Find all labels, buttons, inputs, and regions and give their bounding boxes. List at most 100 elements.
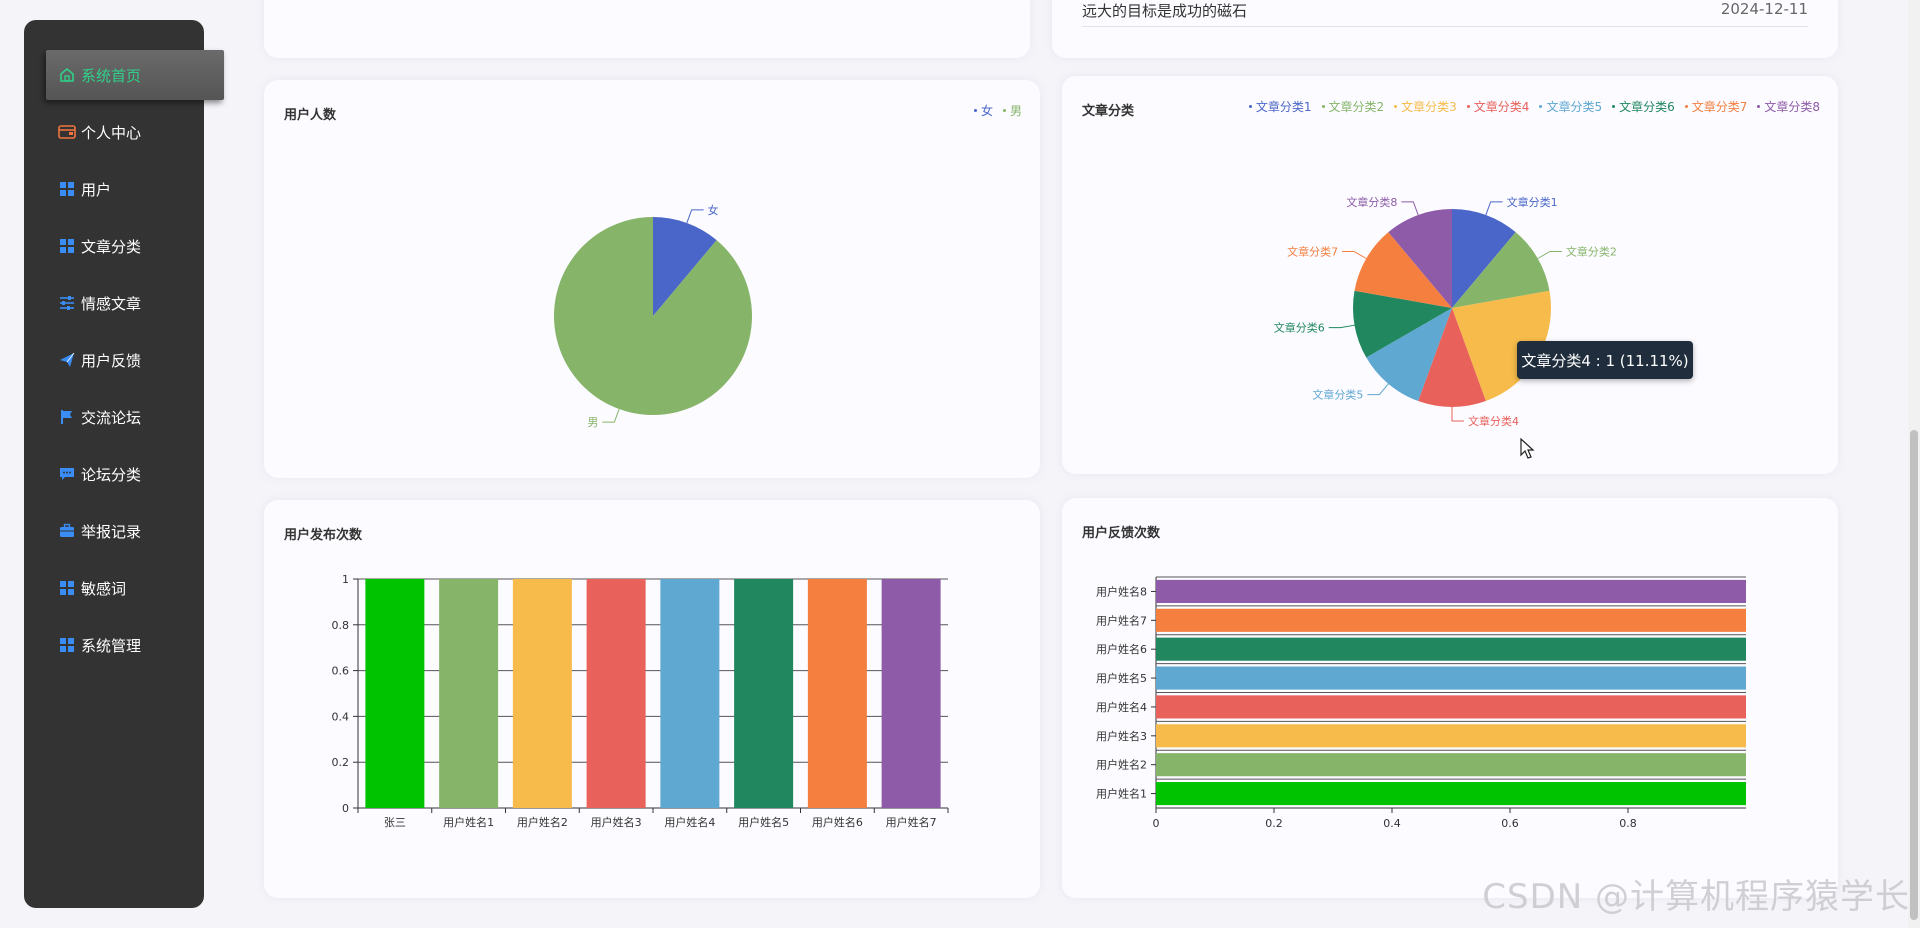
y-tick-label: 0.4 [332, 710, 350, 723]
sidebar-item-6[interactable]: 用户反馈 [24, 335, 204, 385]
sidebar-item-10[interactable]: 敏感词 [24, 563, 204, 613]
sidebar-item-label: 举报记录 [81, 522, 142, 541]
bar[interactable] [365, 579, 425, 808]
pie-label-line [1328, 324, 1355, 329]
pie-slice[interactable] [1452, 209, 1516, 308]
paper-plane-icon [58, 351, 76, 369]
news-item[interactable]: 远大的目标是成功的磁石 2024-12-11 [1082, 0, 1808, 27]
sidebar-item-label: 论坛分类 [81, 465, 142, 484]
news-date: 2024-12-11 [1720, 0, 1808, 18]
legend-item[interactable]: 文章分类2 [1321, 98, 1385, 115]
top-right-panel [1052, 0, 1838, 58]
sidebar-item-label: 交流论坛 [81, 408, 142, 427]
legend-label: 男 [1009, 104, 1022, 118]
legend-item[interactable]: 文章分类8 [1757, 98, 1820, 115]
sidebar-item-9[interactable]: 举报记录 [24, 506, 204, 556]
bar[interactable] [1156, 724, 1746, 748]
sidebar-item-label: 情感文章 [81, 294, 142, 313]
pie-slice[interactable] [1388, 209, 1452, 308]
pie-label-line [1401, 201, 1419, 216]
pie-label-line [1451, 407, 1464, 422]
bar[interactable] [1156, 608, 1746, 632]
bar[interactable] [439, 579, 499, 808]
bar[interactable] [1156, 753, 1746, 777]
sidebar-item-11[interactable]: 系统管理 [24, 620, 204, 670]
pie-slice[interactable] [1366, 308, 1452, 402]
legend-label: 文章分类1 [1255, 100, 1312, 114]
pie-label: 文章分类4 [1468, 414, 1519, 428]
y-tick-label: 用户姓名6 [1096, 642, 1147, 656]
user-post-panel: 用户发布次数 0 0.2 0.4 0.6 0.8 1 张三 用户姓名1 用户姓名2 用户姓名3 用户… [264, 500, 1040, 898]
x-tick-label: 用户姓名3 [591, 815, 642, 829]
grid-icon [58, 579, 76, 597]
sidebar-item-4[interactable]: 文章分类 [24, 221, 204, 271]
x-tick-label: 0.8 [1619, 817, 1637, 830]
y-tick-label: 0.6 [332, 665, 350, 678]
pie-label: 文章分类8 [1346, 195, 1397, 209]
bar[interactable] [586, 579, 646, 808]
x-tick-label: 0.2 [1265, 817, 1283, 830]
news-title[interactable]: 远大的目标是成功的磁石 [1082, 2, 1248, 20]
sidebar-item-2[interactable]: 个人中心 [24, 107, 204, 157]
x-tick-label: 用户姓名6 [812, 815, 863, 829]
legend-item[interactable]: 文章分类4 [1466, 98, 1530, 115]
sidebar-item-1[interactable]: 系统首页 [46, 50, 224, 100]
y-tick-label: 用户姓名4 [1096, 700, 1147, 714]
pie-slice[interactable] [1452, 232, 1550, 308]
bar[interactable] [660, 579, 720, 808]
bar[interactable] [807, 579, 867, 808]
sidebar-item-5[interactable]: 情感文章 [24, 278, 204, 328]
legend-label: 文章分类2 [1328, 100, 1385, 114]
legend-label: 文章分类4 [1473, 100, 1530, 114]
pie-slice[interactable] [1354, 232, 1452, 308]
legend-item[interactable]: 文章分类5 [1539, 98, 1602, 115]
sidebar-item-label: 个人中心 [81, 123, 142, 142]
pie-label: 女 [708, 203, 719, 217]
legend-item[interactable]: 女 [973, 102, 993, 119]
legend-label: 文章分类6 [1619, 100, 1675, 114]
legend-item[interactable]: 文章分类6 [1612, 98, 1675, 115]
x-tick-label: 用户姓名7 [886, 815, 937, 829]
sliders-icon [58, 294, 76, 312]
bar[interactable] [881, 579, 941, 808]
bar[interactable] [512, 579, 572, 808]
pie-label: 文章分类1 [1507, 195, 1558, 209]
panel-title: 用户反馈次数 [1082, 526, 1161, 541]
legend-item[interactable]: 文章分类3 [1394, 98, 1457, 115]
legend-item[interactable]: 男 [1002, 102, 1022, 119]
bar[interactable] [1156, 666, 1746, 690]
legend-dot-icon [973, 109, 977, 112]
pie-slice[interactable] [1418, 308, 1486, 408]
legend-label: 女 [980, 104, 993, 118]
legend-label: 文章分类3 [1401, 100, 1457, 114]
scrollbar-thumb[interactable] [1910, 430, 1918, 920]
y-tick-label: 1 [342, 573, 349, 586]
flag-icon [58, 408, 76, 426]
legend-item[interactable]: 文章分类7 [1684, 98, 1747, 115]
panel-title: 用户发布次数 [284, 528, 363, 543]
bar[interactable] [1156, 637, 1746, 661]
comment-icon [58, 465, 76, 483]
grid-icon [58, 180, 76, 198]
pie-slice[interactable] [1353, 290, 1452, 358]
legend-item[interactable]: 文章分类1 [1248, 98, 1312, 115]
legend-label: 文章分类5 [1546, 100, 1603, 114]
pie-label-line [1342, 251, 1367, 259]
user-post-bar-chart: 0 0.2 0.4 0.6 0.8 1 张三 用户姓名1 用户姓名2 用户姓名3 用户姓名4 用户姓名… [332, 573, 949, 829]
sidebar: 系统首页个人中心用户文章分类情感文章用户反馈交流论坛论坛分类举报记录敏感词系统管… [24, 20, 224, 908]
bar[interactable] [1156, 579, 1746, 603]
sidebar-item-8[interactable]: 论坛分类 [24, 449, 204, 499]
y-tick-label: 0 [342, 802, 349, 815]
sidebar-item-7[interactable]: 交流论坛 [24, 392, 204, 442]
user-count-panel: 用户人数 女男 女男 [264, 80, 1040, 478]
panel-title: 用户人数 [284, 108, 337, 123]
bar[interactable] [734, 579, 794, 808]
bar[interactable] [1156, 695, 1746, 719]
bar[interactable] [1156, 782, 1746, 806]
pie-slice[interactable] [554, 217, 752, 415]
pie-label: 文章分类7 [1287, 245, 1338, 259]
y-tick-label: 用户姓名3 [1096, 729, 1147, 743]
sidebar-item-3[interactable]: 用户 [24, 164, 204, 214]
pie-slice[interactable] [653, 217, 717, 316]
legend-dot-icon [1539, 105, 1543, 108]
